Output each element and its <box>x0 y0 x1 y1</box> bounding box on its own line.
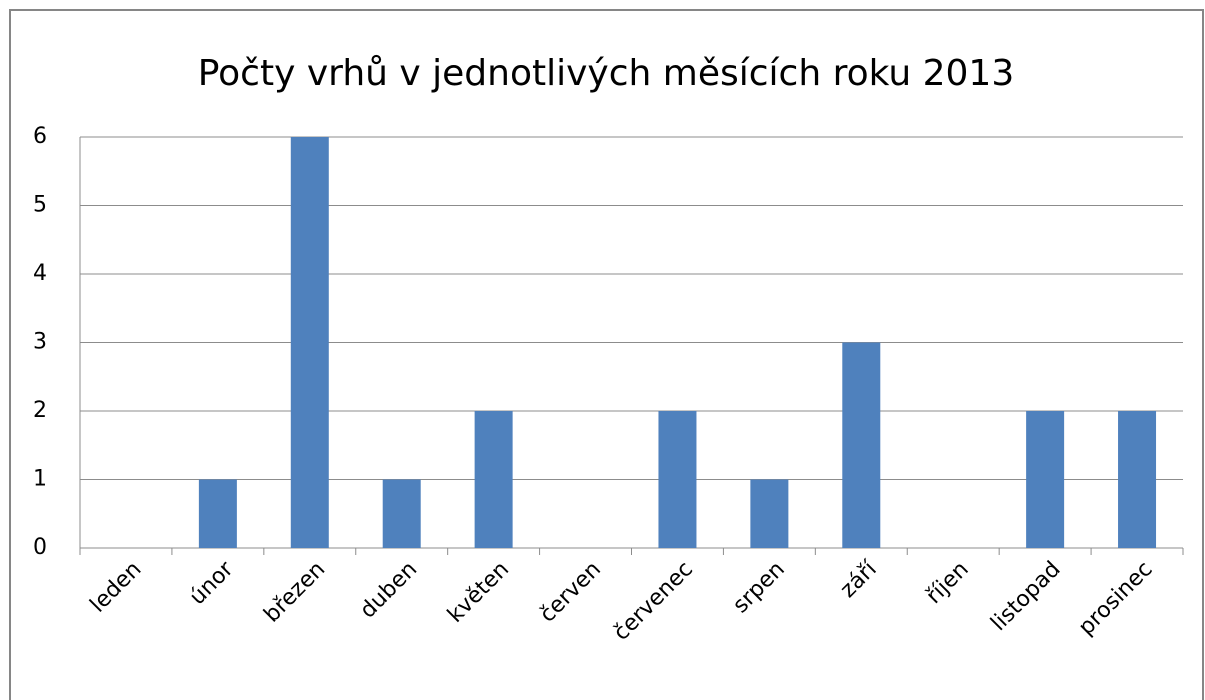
bar <box>1026 411 1065 548</box>
y-tick-label: 3 <box>33 330 47 355</box>
y-tick-label: 4 <box>33 261 47 286</box>
bar <box>842 342 881 548</box>
bar <box>198 479 237 548</box>
bar <box>382 479 421 548</box>
chart-frame <box>9 9 1204 700</box>
bar <box>290 137 329 548</box>
bar <box>1118 411 1157 548</box>
bar <box>658 411 697 548</box>
y-tick-label: 5 <box>33 193 47 218</box>
y-tick-label: 6 <box>33 124 47 149</box>
y-tick-label: 1 <box>33 467 47 492</box>
bar <box>474 411 513 548</box>
chart-title: Počty vrhů v jednotlivých měsících roku … <box>198 53 1015 94</box>
y-tick-label: 2 <box>33 398 47 423</box>
y-tick-label: 0 <box>33 535 47 560</box>
bar <box>750 479 789 548</box>
